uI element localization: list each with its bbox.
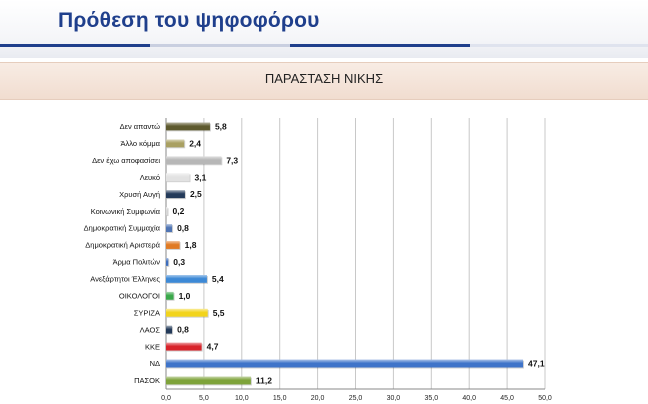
bar-highlight (166, 308, 208, 317)
category-label: Λευκό (140, 173, 160, 182)
category-label: Άλλο κόμμα (121, 139, 161, 148)
data-label: 4,7 (207, 342, 219, 352)
category-label: Δημοκρατική Συμμαχία (84, 224, 161, 233)
category-label: ΝΔ (150, 359, 160, 368)
bar-highlight (166, 325, 173, 334)
data-label: 0,2 (173, 206, 185, 216)
data-label: 11,2 (256, 376, 272, 386)
data-label: 2,4 (189, 138, 201, 148)
data-label: 47,1 (528, 359, 545, 369)
data-label: 0,8 (177, 223, 189, 233)
bar-highlight (166, 139, 185, 148)
bar-highlight (166, 258, 169, 266)
category-label: Δεν έχω αποφασίσει (92, 156, 160, 165)
x-tick-label: 25,0 (349, 395, 363, 402)
bar-highlight (166, 275, 207, 283)
header-stripe (150, 44, 290, 47)
bar-highlight (166, 190, 185, 199)
header-stripe (290, 44, 470, 47)
bar-highlight (166, 291, 174, 300)
x-tick-label: 5,0 (199, 395, 209, 402)
chart-title-band (0, 62, 648, 100)
category-label: Δεν απαντώ (120, 122, 161, 131)
data-label: 5,8 (215, 121, 227, 131)
data-label: 5,4 (212, 274, 224, 284)
category-label: Χρυσή Αυγή (119, 190, 160, 199)
x-tick-label: 30,0 (387, 395, 401, 402)
data-label: 1,0 (179, 291, 191, 301)
bar-highlight (166, 359, 524, 368)
header-band (0, 0, 648, 58)
category-label: Δημοκρατική Αριστερά (85, 241, 160, 250)
x-tick-label: 15,0 (273, 395, 287, 402)
page-title: Πρόθεση του ψηφοφόρου (58, 9, 320, 32)
x-tick-label: 45,0 (500, 395, 514, 402)
bar-highlight (166, 207, 168, 216)
category-label: ΣΥΡΙΖΑ (134, 308, 160, 317)
x-tick-label: 50,0 (538, 395, 552, 402)
data-label: 2,5 (190, 189, 202, 199)
category-label: ΟΙΚΟΛΟΓΟΙ (119, 291, 160, 300)
data-label: 0,8 (177, 325, 189, 335)
bar-highlight (166, 122, 210, 131)
bar-shadow (167, 208, 169, 217)
category-label: Ανεξάρτητοι Έλληνες (90, 275, 160, 284)
x-tick-label: 40,0 (462, 395, 476, 402)
bar-highlight (166, 173, 190, 182)
data-label: 7,3 (226, 155, 238, 165)
category-label: Άρμα Πολιτών (113, 258, 161, 267)
bar-highlight (166, 342, 202, 351)
chart-panel (0, 58, 648, 404)
x-tick-label: 0,0 (161, 395, 171, 402)
data-label: 5,5 (213, 308, 225, 318)
bar-highlight (166, 224, 173, 232)
x-tick-label: 10,0 (235, 395, 249, 402)
bar-highlight (166, 376, 251, 385)
bar-highlight (166, 241, 180, 249)
header-stripe (470, 44, 648, 47)
category-label: ΚΚΕ (145, 342, 160, 351)
category-label: ΛΑΟΣ (140, 325, 161, 334)
data-label: 0,3 (173, 257, 185, 267)
x-tick-label: 35,0 (424, 395, 438, 402)
data-label: 3,1 (194, 172, 206, 182)
category-label: Κοινωνική Συμφωνία (91, 207, 161, 216)
data-label: 1,8 (185, 240, 197, 250)
category-label: ΠΑΣΟΚ (134, 376, 160, 385)
header-stripe (0, 44, 150, 47)
x-tick-label: 20,0 (311, 395, 325, 402)
bar-highlight (166, 156, 222, 165)
chart-title: ΠΑΡΑΣΤΑΣΗ ΝΙΚΗΣ (264, 71, 384, 86)
